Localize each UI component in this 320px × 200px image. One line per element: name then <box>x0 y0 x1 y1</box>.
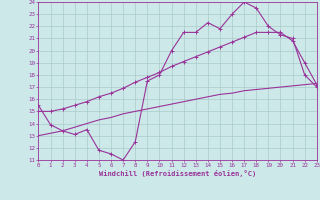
X-axis label: Windchill (Refroidissement éolien,°C): Windchill (Refroidissement éolien,°C) <box>99 170 256 177</box>
